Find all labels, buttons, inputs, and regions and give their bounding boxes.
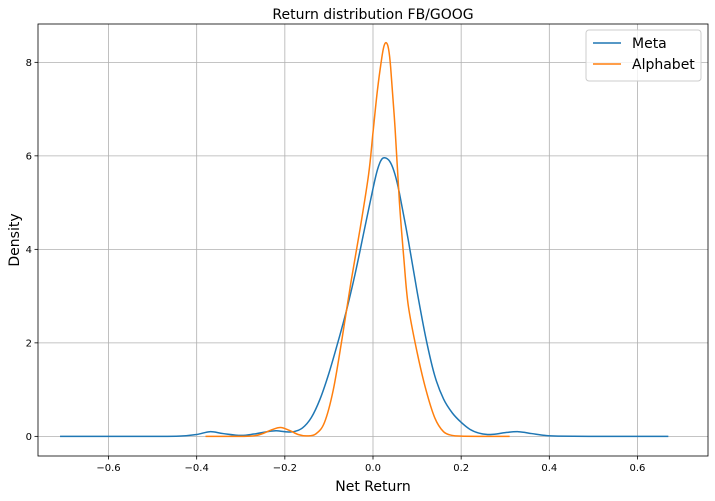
series-line-alphabet xyxy=(205,41,510,438)
x-tick-label: −0.6 xyxy=(96,463,120,474)
legend-label-alphabet: Alphabet xyxy=(632,57,695,73)
y-axis-ticks: 0 2 4 6 8 xyxy=(26,58,38,443)
series-line-meta xyxy=(60,156,669,438)
y-tick-label: 0 xyxy=(26,432,32,443)
x-tick-label: 0.6 xyxy=(630,463,646,474)
chart-title: Return distribution FB/GOOG xyxy=(272,7,473,23)
x-tick-label: −0.2 xyxy=(273,463,297,474)
legend-label-meta: Meta xyxy=(632,36,667,52)
x-axis-title: Net Return xyxy=(335,479,410,495)
x-tick-label: 0.4 xyxy=(541,463,557,474)
x-tick-label: 0.0 xyxy=(365,463,381,474)
y-tick-label: 2 xyxy=(26,338,32,349)
series-layer xyxy=(60,41,669,438)
x-tick-label: 0.2 xyxy=(453,463,469,474)
y-tick-label: 4 xyxy=(26,245,32,256)
y-tick-label: 6 xyxy=(26,151,32,162)
x-tick-label: −0.4 xyxy=(185,463,209,474)
y-axis-title: Density xyxy=(7,213,23,266)
y-tick-label: 8 xyxy=(26,58,32,69)
legend: Meta Alphabet xyxy=(585,29,702,82)
x-axis-ticks: −0.6 −0.4 −0.2 0.0 0.2 0.4 0.6 xyxy=(96,456,645,474)
